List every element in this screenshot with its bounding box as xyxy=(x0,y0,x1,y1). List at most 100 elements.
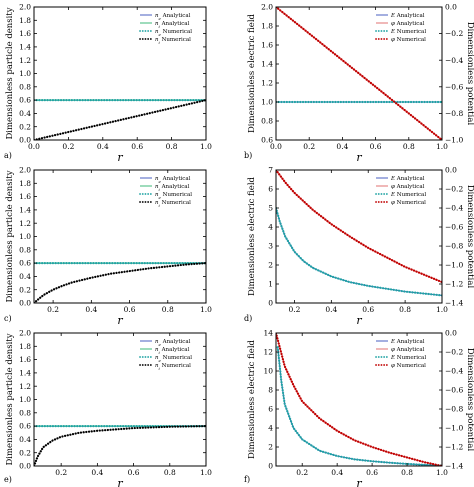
x-tick-label: 0.4 xyxy=(97,142,109,151)
y-tick-label: 1.8 xyxy=(19,342,31,351)
y-right-tick-label: −0.4 xyxy=(445,56,463,65)
x-tick-label: 0.8 xyxy=(401,468,413,477)
legend-label: φ Numerical xyxy=(391,363,426,369)
y-tick-label: 6 xyxy=(268,405,273,414)
y-tick-label: 1.2 xyxy=(19,382,31,391)
y-tick-label: 0.6 xyxy=(19,259,31,268)
panel-label: a) xyxy=(4,151,12,160)
x-tick-label: 0.8 xyxy=(162,305,174,314)
legend: E Analytical φ Analytical E Numerical φ Num… xyxy=(375,339,426,369)
legend-label: φ Numerical xyxy=(391,37,426,43)
x-tick-label: 0.0 xyxy=(28,142,40,151)
y-tick-label: 1.8 xyxy=(261,22,273,31)
y-tick-label: 0 xyxy=(268,462,273,471)
legend-label: ni Analytical xyxy=(155,21,190,29)
y-tick-label: 0.8 xyxy=(19,82,31,91)
y-tick-label: 1.8 xyxy=(19,179,31,188)
y-tick-label: 1.4 xyxy=(19,206,31,215)
y-tick-label: 0.8 xyxy=(261,117,273,126)
y-axis-label: Dimensionless electric field xyxy=(247,339,257,459)
y-tick-label: 0.6 xyxy=(261,136,273,145)
series-line-n-i-numerical xyxy=(34,98,206,140)
x-tick-label: 0.8 xyxy=(399,305,411,314)
y-tick-label: 4 xyxy=(268,223,273,232)
y-tick-label: 5 xyxy=(268,204,273,213)
y-tick-label: 0.2 xyxy=(19,448,31,457)
legend: E Analytical φ Analytical E Numerical φ Num… xyxy=(375,176,426,206)
x-tick-label: 0.2 xyxy=(47,305,59,314)
x-tick-label: 0.4 xyxy=(85,305,97,314)
y-tick-label: 2.0 xyxy=(261,3,273,12)
chart-panel-f: 0.2 0.4 0.6 0.8 1.0 0 2 4 6 8 10 12 14 0.0 −0.2 −0.4 −0.… xyxy=(244,329,474,487)
series-line-e-analytical xyxy=(276,207,442,296)
x-tick-label: 0.6 xyxy=(362,305,374,314)
y-tick-label: 1.6 xyxy=(19,355,31,364)
y-tick-label: 1.0 xyxy=(19,232,31,241)
y-right-tick-label: 0.0 xyxy=(445,329,457,338)
y-axis-label: Dimensionless electric field xyxy=(247,13,257,133)
series-line-numerical xyxy=(276,333,442,466)
y-right-tick-label: 0.0 xyxy=(445,3,457,12)
x-axis-label: r xyxy=(356,314,362,327)
y-tick-label: 1.2 xyxy=(261,79,273,88)
plot-frame xyxy=(275,6,443,141)
x-axis-label: r xyxy=(117,314,123,327)
x-axis-label: r xyxy=(117,151,123,164)
legend-label: ni Numerical xyxy=(155,200,191,208)
legend-label: E Analytical xyxy=(390,176,425,182)
y-tick-label: 1 xyxy=(268,280,273,289)
chart-panel-d: 0.2 0.4 0.6 0.8 1.0 0 1 2 3 4 5 6 7 0.0 −0.2 −0.4 −0.6 −0… xyxy=(244,166,474,327)
y-right-tick-label: −1.0 xyxy=(445,261,463,270)
x-tick-label: 0.6 xyxy=(124,305,136,314)
y-right-tick-label: 0.0 xyxy=(445,166,457,175)
legend-label: ne Analytical xyxy=(155,176,191,184)
y-tick-label: 4 xyxy=(268,424,273,433)
y-tick-label: 2 xyxy=(268,261,273,270)
legend-label: ne Analytical xyxy=(155,339,191,347)
x-tick-label: 0.4 xyxy=(91,468,103,477)
legend-label: ni Analytical xyxy=(155,184,190,192)
x-tick-label: 0.2 xyxy=(55,468,67,477)
legend-label: ni Numerical xyxy=(155,37,191,45)
legend-label: φ Numerical xyxy=(391,200,426,206)
y-tick-label: 1.4 xyxy=(19,369,31,378)
y-tick-label: 1.6 xyxy=(261,41,273,50)
legend-label: ne Analytical xyxy=(155,13,191,21)
y-tick-label: 12 xyxy=(263,348,273,357)
y-tick-label: 0.4 xyxy=(19,272,31,281)
y-tick-label: 8 xyxy=(268,386,273,395)
chart-panel-a: 0.0 0.2 0.4 0.6 0.8 1.0 0.0 0.2 0.4 0.6 0.8 1.0 1.2 1… xyxy=(4,3,212,164)
y-tick-label: 1.2 xyxy=(19,56,31,65)
panel-label: e) xyxy=(4,475,12,484)
x-tick-label: 1.0 xyxy=(200,142,212,151)
y-right-tick-label: −0.2 xyxy=(445,29,463,38)
y-tick-label: 1.4 xyxy=(19,43,31,52)
chart-panel-c: 0.2 0.4 0.6 0.8 1.0 0.0 0.2 0.4 0.6 0.8 1.0 1.2 1.4 1… xyxy=(4,166,212,327)
y-tick-label: 0.8 xyxy=(19,245,31,254)
legend-label: E Analytical xyxy=(390,13,425,19)
legend-label: φ Analytical xyxy=(391,347,425,353)
y-tick-label: 1.6 xyxy=(19,192,31,201)
plot-area xyxy=(34,98,206,140)
y-tick-label: 1.8 xyxy=(19,16,31,25)
legend-label: E Numerical xyxy=(390,29,426,35)
series-line-e-numerical xyxy=(276,206,442,297)
y-right-tick-label: −0.6 xyxy=(445,386,463,395)
legend-label: ne Numerical xyxy=(155,355,192,363)
legend-label: φ Analytical xyxy=(391,184,425,190)
x-axis-label: r xyxy=(356,151,362,164)
y-right-tick-label: −0.4 xyxy=(445,367,463,376)
series-line-n-i-numerical xyxy=(34,262,206,303)
y-tick-label: 3 xyxy=(268,242,273,251)
y-axis-label: Dimensionless particle density xyxy=(5,170,15,302)
y-tick-label: 0 xyxy=(268,299,273,308)
y-tick-label: 0.6 xyxy=(19,96,31,105)
y-tick-label: 0.0 xyxy=(19,299,31,308)
y-right-tick-label: −1.2 xyxy=(445,280,463,289)
x-tick-label: 0.2 xyxy=(303,142,315,151)
legend-label: φ Analytical xyxy=(391,21,425,27)
plot-area xyxy=(34,425,206,466)
y-tick-label: 1.0 xyxy=(19,395,31,404)
plot-frame xyxy=(275,332,443,467)
